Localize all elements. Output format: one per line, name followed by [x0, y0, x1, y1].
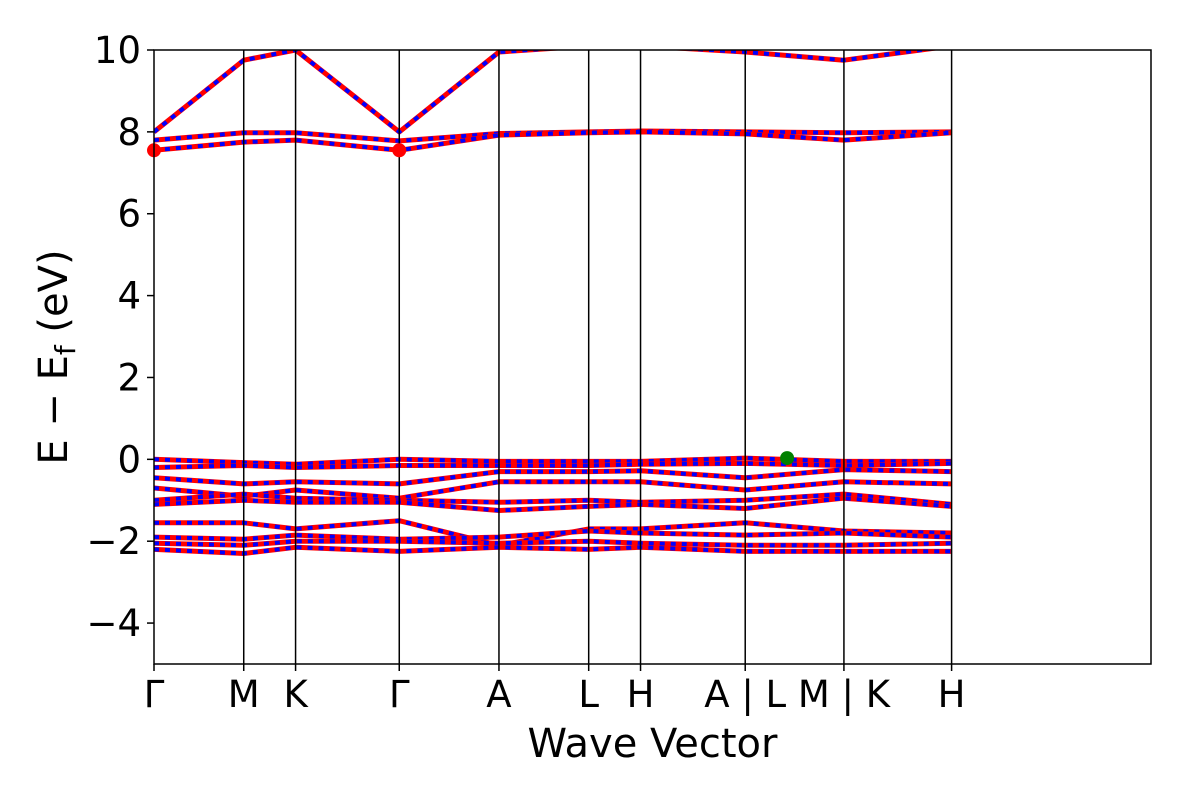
- band-13-spin-down: [154, 545, 952, 556]
- x-axis-label: Wave Vector: [528, 721, 779, 767]
- x-tick-label-4: Γ: [389, 673, 410, 716]
- band-1-spin-up: [154, 50, 940, 135]
- band-11-spin-down: [154, 528, 952, 542]
- band-5-spin-down: [154, 461, 952, 470]
- x-tick-label-3: K: [283, 673, 309, 716]
- y-axis-label-prefix: E − E: [31, 355, 77, 465]
- y-tick-label-4: 2: [117, 356, 141, 399]
- band-lines: [154, 50, 952, 556]
- band-6-spin-down: [154, 467, 952, 486]
- band-edge-markers: [147, 143, 795, 466]
- vbm-marker-3: [780, 451, 795, 466]
- plot-frame: [153, 49, 1152, 665]
- x-tick-label-9: M | K: [798, 673, 892, 716]
- y-tick-label-1: −4: [86, 602, 141, 645]
- y-tick-label-2: −2: [86, 520, 141, 563]
- y-tick-label-6: 6: [117, 193, 141, 236]
- y-axis: −4 −2 0 2 4 6 8 10: [86, 29, 154, 645]
- band-8-spin-down: [154, 492, 952, 507]
- y-axis-label-suffix: (eV): [31, 249, 77, 345]
- y-tick-label-7: 8: [117, 111, 141, 154]
- x-tick-label-5: A: [486, 673, 511, 716]
- y-tick-label-8: 10: [94, 29, 141, 72]
- y-axis-label: E − Ef (eV): [31, 249, 82, 464]
- band-10-spin-up: [154, 518, 952, 548]
- band-9-spin-down: [154, 496, 952, 513]
- band-7-spin-up: [154, 479, 952, 501]
- band-1-spin-down: [154, 50, 936, 135]
- y-tick-label-5: 4: [117, 275, 141, 318]
- y-tick-label-3: 0: [117, 438, 141, 481]
- x-tick-label-10: H: [938, 673, 966, 716]
- band-3-spin-down: [154, 129, 952, 153]
- band-12-spin-down: [154, 539, 952, 548]
- band-4-spin-down: [154, 456, 952, 467]
- x-tick-label-6: L: [578, 673, 599, 716]
- y-axis-label-subscript: f: [49, 344, 82, 355]
- kpoint-lines: [242, 50, 953, 664]
- x-tick-label-2: M: [228, 673, 260, 716]
- cbm-marker-2: [392, 143, 407, 158]
- band-2-spin-down: [154, 128, 952, 143]
- x-tick-label-7: H: [627, 673, 655, 716]
- x-tick-label-1: Γ: [144, 673, 165, 716]
- x-tick-label-8: A | L: [704, 673, 786, 716]
